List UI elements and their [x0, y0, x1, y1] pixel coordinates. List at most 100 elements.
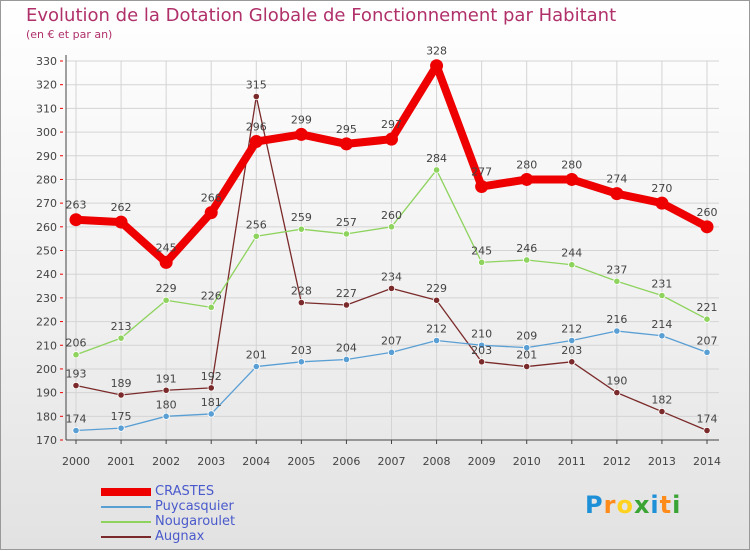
data-label-crastes: 245: [156, 241, 177, 254]
legend-label-augnax: Augnax: [155, 529, 205, 544]
data-point-puycasquier: [117, 424, 125, 432]
y-tick-label: 220: [36, 316, 57, 329]
data-label-nougaroulet: 229: [156, 282, 177, 295]
logo-letter: t: [659, 491, 673, 519]
data-label-augnax: 201: [516, 349, 537, 362]
data-label-nougaroulet: 256: [246, 218, 267, 231]
data-point-crastes: [610, 187, 624, 201]
data-label-augnax: 193: [66, 368, 87, 381]
data-point-augnax: [297, 299, 305, 307]
y-tick-label: 210: [36, 339, 57, 352]
data-point-puycasquier: [432, 336, 441, 345]
data-label-puycasquier: 209: [516, 330, 537, 343]
data-point-crastes: [700, 220, 714, 234]
data-label-augnax: 189: [111, 377, 132, 390]
series-nougaroulet: [72, 166, 711, 359]
data-point-nougaroulet: [162, 296, 170, 304]
data-point-crastes: [294, 127, 308, 141]
logo-letter: x: [633, 491, 651, 519]
y-tick-label: 280: [36, 173, 57, 186]
data-label-puycasquier: 203: [291, 344, 312, 357]
data-point-puycasquier: [703, 348, 711, 356]
legend-swatch-nougaroulet: [101, 521, 151, 523]
series-puycasquier: [72, 327, 711, 435]
y-tick-label: 240: [36, 268, 57, 281]
legend-label-nougaroulet: Nougaroulet: [155, 514, 236, 529]
data-label-puycasquier: 207: [697, 334, 718, 347]
legend-label-crastes: CRASTES: [155, 484, 215, 499]
data-label-puycasquier: 201: [246, 349, 267, 362]
y-tick-label: 180: [36, 410, 57, 423]
proxiti-logo: Proxiti: [585, 491, 681, 519]
series-lines: [69, 59, 714, 435]
data-label-puycasquier: 174: [66, 413, 87, 426]
data-label-augnax: 315: [246, 79, 267, 92]
data-label-nougaroulet: 257: [336, 216, 357, 229]
data-point-nougaroulet: [478, 258, 486, 266]
data-label-crastes: 280: [561, 158, 582, 171]
data-label-nougaroulet: 244: [561, 247, 582, 260]
data-label-augnax: 182: [651, 394, 672, 407]
data-label-nougaroulet: 246: [516, 242, 537, 255]
logo-letter: i: [650, 491, 660, 519]
data-point-augnax: [613, 389, 621, 397]
y-tick-label: 190: [36, 387, 57, 400]
data-label-puycasquier: 212: [426, 323, 447, 336]
x-tick-label: 2000: [62, 455, 90, 468]
data-point-crastes: [655, 196, 669, 210]
data-label-augnax: 229: [426, 282, 447, 295]
data-point-augnax: [252, 92, 260, 101]
series-crastes: [69, 59, 714, 269]
x-tick-label: 2013: [648, 455, 676, 468]
y-tick-label: 170: [36, 434, 57, 447]
data-label-crastes: 277: [471, 166, 492, 179]
data-point-crastes: [114, 215, 128, 229]
data-point-crastes: [249, 135, 263, 149]
data-point-puycasquier: [478, 341, 486, 349]
data-label-crastes: 274: [606, 173, 627, 186]
data-point-puycasquier: [342, 355, 351, 364]
data-label-nougaroulet: 284: [426, 152, 447, 165]
data-label-augnax: 227: [336, 287, 357, 300]
data-label-augnax: 174: [697, 413, 718, 426]
x-tick-label: 2006: [332, 455, 360, 468]
data-point-augnax: [117, 391, 125, 399]
data-label-puycasquier: 180: [156, 398, 177, 411]
data-label-nougaroulet: 260: [381, 209, 402, 222]
data-label-augnax: 203: [561, 344, 582, 357]
data-point-augnax: [523, 362, 531, 371]
data-label-augnax: 190: [606, 375, 627, 388]
data-point-nougaroulet: [342, 230, 351, 238]
y-tick-label: 300: [36, 126, 57, 139]
series-augnax: [72, 92, 711, 435]
data-label-puycasquier: 212: [561, 323, 582, 336]
data-point-augnax: [478, 358, 486, 366]
data-label-augnax: 234: [381, 270, 402, 283]
data-label-augnax: 228: [291, 285, 312, 298]
data-point-crastes: [159, 255, 173, 269]
y-tick-label: 270: [36, 197, 57, 210]
data-label-crastes: 296: [246, 121, 267, 134]
data-point-augnax: [72, 381, 80, 390]
logo-letter: i: [672, 491, 682, 519]
y-tick-label: 250: [36, 245, 57, 258]
data-point-crastes: [69, 213, 83, 227]
y-tick-label: 230: [36, 292, 57, 305]
data-point-puycasquier: [387, 348, 396, 356]
data-label-nougaroulet: 226: [201, 289, 222, 302]
data-point-puycasquier: [523, 344, 531, 352]
data-point-nougaroulet: [297, 225, 305, 233]
axes: 170 180 190 200 210 220 230 240 250 260 270 280 290 3…: [36, 55, 721, 468]
data-point-nougaroulet: [72, 351, 80, 359]
x-tick-label: 2012: [603, 455, 631, 468]
data-label-crastes: 262: [111, 201, 132, 214]
grid: [66, 60, 719, 441]
data-label-crastes: 297: [381, 118, 402, 131]
data-point-puycasquier: [568, 336, 576, 345]
data-point-augnax: [207, 384, 215, 392]
data-point-puycasquier: [72, 426, 80, 435]
data-label-nougaroulet: 245: [471, 244, 492, 257]
data-label-nougaroulet: 221: [697, 301, 718, 314]
